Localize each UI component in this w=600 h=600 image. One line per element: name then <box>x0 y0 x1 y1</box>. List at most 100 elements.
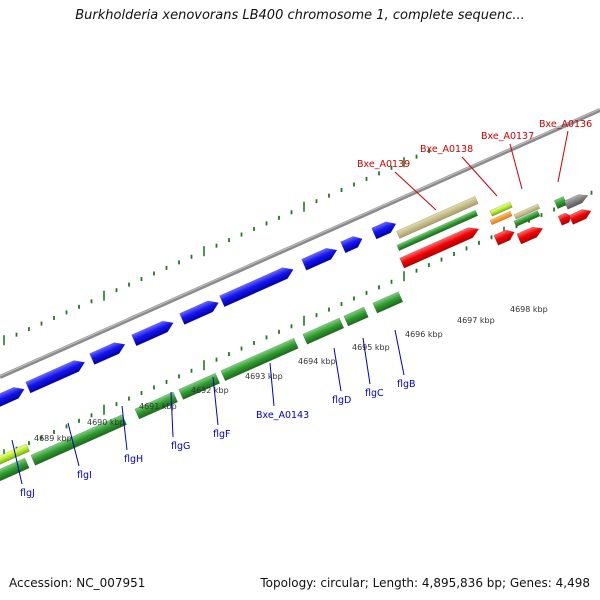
sequence-backbone <box>0 108 600 379</box>
blue-gene-arrow <box>301 248 338 271</box>
gene-label: Bxe_A0139 <box>357 159 410 170</box>
green-cds-box <box>396 209 479 251</box>
map-title: Burkholderia xenovorans LB400 chromosome… <box>75 8 525 23</box>
gene-leader-line <box>212 376 219 426</box>
green-cds-box-shape <box>0 457 30 483</box>
scale-label: 4696 kbp <box>405 330 443 339</box>
green-cds-box <box>220 337 299 382</box>
tan-feature-box-shape <box>396 195 479 239</box>
green-cds-box-shape <box>343 306 369 327</box>
gene-leader-line <box>557 130 569 183</box>
green-cds-box-shape <box>372 291 404 314</box>
green-cds-box-shape <box>220 337 299 382</box>
green-cds-box <box>178 372 221 400</box>
blue-gene-arrow-shape <box>179 300 219 325</box>
scale-label: 4697 kbp <box>457 316 495 325</box>
gene-leader-line <box>170 391 174 438</box>
blue-gene-arrow-shape <box>0 387 25 409</box>
red-gene-arrow-shape <box>557 212 572 226</box>
tan-feature-box <box>513 203 541 220</box>
blue-gene-arrow <box>371 221 397 240</box>
blue-gene-arrow-shape <box>25 360 86 394</box>
green-cds-box-shape <box>302 317 345 345</box>
tan-feature-box <box>396 195 479 239</box>
red-gene-arrow <box>568 209 592 225</box>
blue-gene-arrow <box>89 342 126 365</box>
upper-tick-row <box>3 149 430 346</box>
gene-leader-line <box>121 405 128 451</box>
green-cds-box <box>134 391 178 420</box>
green-cds-box-shape <box>178 372 221 400</box>
lime-feature-box-shape <box>489 201 513 217</box>
orange-feature-box <box>489 210 513 226</box>
blue-gene-arrow <box>179 300 219 325</box>
gene-label: flgC <box>365 388 384 399</box>
green-cds-box-shape <box>30 414 127 466</box>
gene-leader-line <box>11 439 23 485</box>
gene-label: flgH <box>124 454 143 465</box>
gene-leader-line <box>333 347 342 392</box>
orange-feature-box-shape <box>489 210 513 226</box>
gene-label: flgD <box>332 395 351 406</box>
blue-gene-arrow <box>131 320 174 347</box>
gene-label: Bxe_A0138 <box>420 144 473 155</box>
gene-label: flgI <box>77 470 92 481</box>
green-cds-box <box>30 414 127 466</box>
red-gene-arrow <box>399 227 480 269</box>
green-cds-box <box>302 317 345 345</box>
gene-leader-line <box>394 171 437 211</box>
red-gene-arrow-shape <box>516 226 544 245</box>
gene-leader-line <box>362 337 371 385</box>
blue-gene-arrow <box>219 267 294 308</box>
gene-leader-line <box>509 143 523 190</box>
gene-leader-line <box>461 156 498 197</box>
scale-label: 4692 kbp <box>191 386 229 395</box>
scale-label: 4690 kbp <box>87 418 125 427</box>
gene-leader-line <box>67 422 80 467</box>
scale-label: 4695 kbp <box>352 343 390 352</box>
gene-leader-line <box>269 362 275 407</box>
green-cds-box-shape <box>134 391 178 420</box>
gene-label: flgB <box>397 379 416 390</box>
lime-feature-box-shape <box>0 443 30 467</box>
gene-label: flgF <box>213 429 230 440</box>
summary-label: Topology: circular; Length: 4,895,836 bp… <box>260 576 590 590</box>
scale-label: 4693 kbp <box>245 372 283 381</box>
green-cds-box <box>513 210 541 227</box>
blue-gene-arrow-shape <box>340 236 363 254</box>
gene-label: Bxe_A0136 <box>539 119 592 130</box>
green-cds-box <box>343 306 369 327</box>
gene-label: Bxe_A0143 <box>256 410 309 421</box>
sequence-backbone-highlight <box>0 108 600 377</box>
blue-gene-arrow <box>25 360 86 394</box>
gene-leader-line <box>394 329 405 376</box>
scale-label: 4694 kbp <box>298 357 336 366</box>
red-gene-arrow <box>516 226 544 245</box>
green-cds-box <box>0 457 30 483</box>
blue-gene-arrow <box>340 236 363 254</box>
lime-feature-box <box>489 201 513 217</box>
green-cds-box <box>372 291 404 314</box>
scale-label: 4689 kbp <box>34 434 72 443</box>
red-gene-arrow <box>557 212 572 226</box>
gene-label: flgJ <box>20 488 35 499</box>
grey-gene-arrow-shape <box>563 194 589 210</box>
lime-feature-box <box>0 443 30 467</box>
green-cds-box-shape <box>513 210 541 227</box>
accession-label: Accession: NC_007951 <box>9 576 146 590</box>
scale-label: 4691 kbp <box>139 402 177 411</box>
blue-gene-arrow-shape <box>219 267 294 308</box>
red-gene-arrow-shape <box>399 227 480 269</box>
red-gene-arrow-shape <box>568 209 592 225</box>
gene-label: Bxe_A0137 <box>481 131 534 142</box>
gene-label: flgG <box>171 441 190 452</box>
green-cds-box-shape <box>553 196 568 210</box>
red-gene-arrow-shape <box>493 229 515 246</box>
grey-gene-arrow <box>563 194 589 210</box>
red-gene-arrow <box>493 229 515 246</box>
blue-gene-arrow-shape <box>89 342 126 365</box>
blue-gene-arrow-shape <box>371 221 397 240</box>
tan-feature-box-shape <box>513 203 541 220</box>
green-cds-box-shape <box>396 209 479 251</box>
